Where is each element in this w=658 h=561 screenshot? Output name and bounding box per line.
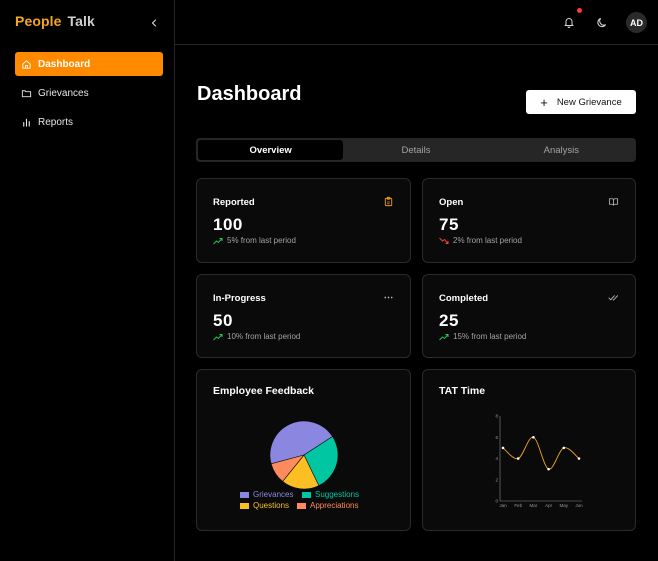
x-tick-label: Apr [545,503,553,508]
legend-label: Questions [253,501,290,510]
stat-card-open: Open 75 2% from last period [422,178,636,263]
trend-up-icon [213,237,223,244]
data-point [547,467,550,471]
stat-card-reported: Reported 100 5% from last period [196,178,411,263]
new-grievance-label: New Grievance [556,96,622,108]
legend-item-appreciations: Appreciations [297,501,358,510]
sidebar-item-label: Grievances [38,87,89,99]
sidebar-item-dashboard[interactable]: Dashboard [15,52,163,76]
stat-label: In-Progress [213,293,266,304]
pie-slice-grievances [269,420,333,465]
avatar[interactable]: AD [626,12,647,33]
double-check-icon [608,295,619,301]
brand-logo: People Talk [15,13,95,29]
sidebar-item-label: Reports [38,116,74,128]
new-grievance-button[interactable]: + New Grievance [526,90,636,114]
sidebar-item-grievances[interactable]: Grievances [15,81,163,105]
trend-up-icon [439,333,449,340]
legend-item-grievances: Grievances [240,490,293,499]
chart-axis [499,416,582,502]
stat-trend: 15% from last period [439,332,526,341]
stat-value: 50 [213,311,233,330]
brand-part1: People [15,13,62,29]
chart-title: Employee Feedback [213,385,314,397]
sidebar-item-label: Dashboard [38,58,91,70]
x-tick-label: Mar [530,503,538,508]
y-tick-label: 2 [495,477,498,482]
tab-overview[interactable]: Overview [198,140,344,160]
trend-down-icon [439,237,449,244]
data-point [501,446,505,450]
legend-item-questions: Questions [240,501,289,510]
data-point [577,457,581,460]
pie-slice-appreciations [270,454,305,482]
stat-trend: 10% from last period [213,332,300,341]
y-tick-label: 0 [495,499,498,504]
stat-trend-text: 5% from last period [227,236,296,245]
stat-card-in-progress: In-Progress 50 10% from last period [196,274,411,358]
x-tick-label: Feb [514,503,522,508]
folder-icon [21,89,32,97]
y-tick-label: 8 [495,414,498,419]
stat-card-completed: Completed 25 15% from last period [422,274,636,358]
brand-part2: Talk [67,13,95,29]
legend-swatch [240,491,249,498]
ellipsis-icon [384,296,393,299]
sidebar-item-reports[interactable]: Reports [15,110,163,134]
legend-swatch [297,502,306,509]
tat-series-line [502,436,580,470]
notification-dot [577,8,582,13]
topbar: AD [175,0,658,45]
book-open-icon [608,198,619,206]
legend-item-suggestions: Suggestions [302,490,359,499]
stat-label: Open [439,197,464,208]
chart-title: TAT Time [439,385,486,397]
line-chart: 0 2 4 6 8 Jan Feb Mar Apr May Jun [495,414,583,509]
bar-chart-icon [23,118,30,127]
data-point [562,446,566,450]
legend-label: Appreciations [310,501,359,510]
stat-label: Reported [213,197,255,208]
data-point [516,457,520,460]
y-tick-label: 6 [495,435,498,440]
stat-trend-text: 10% from last period [227,332,301,341]
pie-chart [269,420,339,490]
sidebar-nav: Dashboard Grievances Reports [15,52,163,139]
x-tick-label: Jan [499,503,507,508]
stat-value: 75 [439,215,459,234]
home-icon [22,59,31,69]
clipboard-icon [384,196,393,207]
stat-value: 25 [439,311,459,330]
bell-icon[interactable] [562,15,576,29]
stat-trend-text: 15% from last period [453,332,527,341]
tab-bar: Overview Details Analysis [196,138,636,162]
moon-icon[interactable] [596,15,610,29]
legend-label: Grievances [253,490,294,499]
stat-label: Completed [439,293,489,304]
stat-trend: 2% from last period [439,236,522,245]
tat-time-card: TAT Time 0 2 4 6 8 Jan Feb Mar Apr May Jun [422,369,636,531]
data-point [532,435,535,439]
y-tick-label: 4 [495,456,498,461]
tab-details[interactable]: Details [401,144,431,156]
sidebar: People Talk Dashboard Grievances Reports [0,0,175,561]
employee-feedback-card: Employee Feedback Grievances Suggestions… [196,369,411,531]
chevron-left-icon[interactable] [148,17,160,29]
legend-swatch [302,491,311,498]
stat-value: 100 [213,215,243,234]
stat-trend: 5% from last period [213,236,296,245]
pie-slice-suggestions [303,436,339,487]
x-tick-label: Jun [575,503,583,508]
page-title: Dashboard [197,83,302,105]
legend-swatch [240,502,249,509]
tab-analysis[interactable]: Analysis [543,144,579,156]
plus-icon: + [540,94,548,110]
legend-label: Suggestions [315,490,360,499]
stat-trend-text: 2% from last period [453,236,522,245]
x-tick-label: May [560,503,569,508]
trend-up-icon [213,333,223,340]
